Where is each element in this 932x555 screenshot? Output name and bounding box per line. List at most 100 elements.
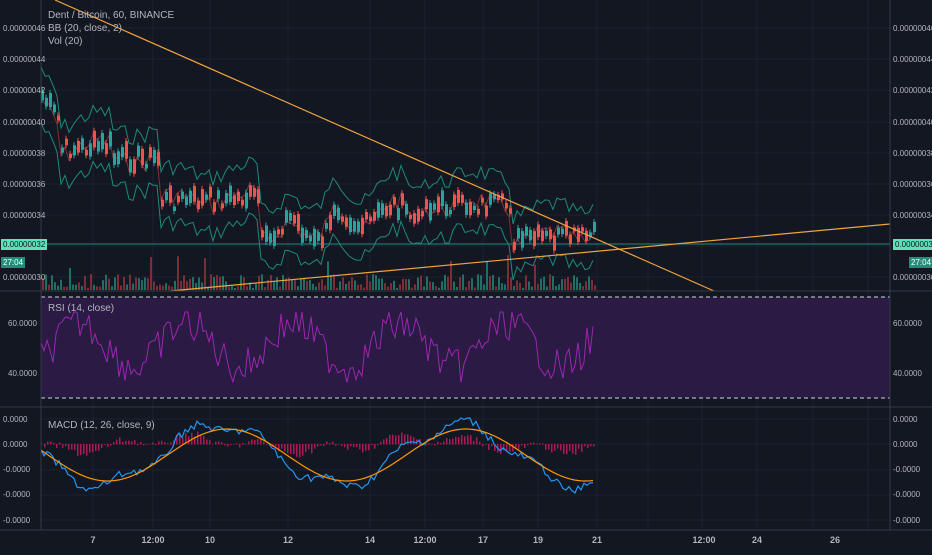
time-tick: 12 bbox=[283, 535, 293, 545]
macd-hist-bar bbox=[485, 444, 487, 445]
volume-bar bbox=[441, 281, 443, 290]
macd-hist-bar bbox=[377, 444, 379, 446]
candle-body bbox=[105, 143, 108, 155]
macd-hist-bar bbox=[233, 444, 235, 445]
bb-basis bbox=[40, 94, 594, 253]
bb-legend[interactable]: BB (20, close, 2) bbox=[48, 23, 122, 34]
macd-hist-bar bbox=[356, 444, 358, 448]
price-tick-left: 0.00000034 bbox=[3, 211, 46, 220]
rsi-zone bbox=[41, 296, 890, 399]
candle-body bbox=[377, 202, 380, 218]
volume-bar bbox=[573, 275, 575, 290]
candle-body bbox=[477, 208, 480, 215]
macd-hist-bar bbox=[401, 432, 403, 445]
volume-bar bbox=[402, 278, 404, 290]
volume-bar bbox=[210, 274, 212, 290]
macd-hist-bar bbox=[59, 442, 61, 445]
candle-body bbox=[117, 151, 120, 165]
candle-body bbox=[569, 234, 572, 245]
volume-bar bbox=[462, 274, 464, 290]
candle-body bbox=[129, 159, 132, 173]
time-tick: 10 bbox=[205, 535, 215, 545]
macd-hist-bar bbox=[143, 444, 145, 446]
volume-bar bbox=[468, 280, 470, 290]
candle-body bbox=[97, 141, 100, 152]
macd-hist-bar bbox=[329, 442, 331, 445]
macd-hist-bar bbox=[104, 444, 106, 445]
candle-body bbox=[589, 232, 592, 237]
volume-bar bbox=[375, 275, 377, 290]
macd-hist-bar bbox=[344, 444, 346, 448]
macd-legend[interactable]: MACD (12, 26, close, 9) bbox=[48, 419, 155, 432]
vol-legend[interactable]: Vol (20) bbox=[48, 36, 83, 47]
price-tick-left: 0.00000046 bbox=[3, 24, 46, 33]
volume-bar bbox=[381, 278, 383, 290]
macd-hist-bar bbox=[281, 444, 283, 449]
macd-hist-bar bbox=[335, 444, 337, 446]
macd-hist-bar bbox=[524, 444, 526, 448]
macd-hist-bar bbox=[254, 439, 256, 445]
macd-hist-bar bbox=[521, 444, 523, 446]
macd-hist-bar bbox=[374, 444, 376, 449]
candle-body bbox=[277, 229, 280, 235]
macd-hist-bar bbox=[518, 444, 520, 450]
macd-hist-bar bbox=[326, 441, 328, 445]
macd-hist-bar bbox=[575, 444, 577, 455]
candle-body bbox=[537, 224, 540, 238]
macd-tick-left: -0.0000 bbox=[3, 465, 31, 474]
macd-hist-bar bbox=[203, 435, 205, 445]
candle-body bbox=[405, 203, 408, 215]
candle-body bbox=[485, 205, 488, 217]
candle-body bbox=[421, 211, 424, 217]
volume-bar bbox=[264, 287, 266, 290]
macd-hist-bar bbox=[245, 444, 247, 445]
main-legend: Dent / Bitcoin, 60, BINANCE BB (20, clos… bbox=[48, 9, 174, 48]
macd-hist-bar bbox=[317, 444, 319, 447]
candle-body bbox=[565, 220, 568, 236]
candle-body bbox=[265, 225, 268, 242]
volume-bar bbox=[60, 279, 62, 290]
macd-hist-bar bbox=[566, 444, 568, 455]
volume-bar bbox=[216, 275, 218, 290]
macd-hist-bar bbox=[410, 435, 412, 445]
symbol-title[interactable]: Dent / Bitcoin, 60, BINANCE bbox=[48, 10, 175, 21]
candle-body bbox=[149, 147, 152, 158]
volume-bar bbox=[324, 285, 326, 290]
macd-hist-bar bbox=[491, 444, 493, 447]
candles bbox=[41, 86, 596, 254]
candle-body bbox=[49, 93, 52, 108]
candle-body bbox=[517, 228, 520, 239]
macd-hist-bar bbox=[530, 442, 532, 445]
bollinger-bands bbox=[40, 66, 594, 281]
volume-bar bbox=[372, 274, 374, 290]
candle-body bbox=[273, 230, 276, 246]
macd-hist-bar bbox=[428, 442, 430, 445]
candle-body bbox=[445, 204, 448, 217]
candle-body bbox=[109, 131, 112, 147]
time-tick: 24 bbox=[752, 535, 762, 545]
macd-hist-bar bbox=[467, 435, 469, 445]
macd-tick-right: -0.0000 bbox=[893, 516, 921, 525]
volume-bar bbox=[117, 274, 119, 290]
candle-body bbox=[425, 199, 428, 210]
candle-body bbox=[241, 199, 244, 206]
volume-bar bbox=[78, 282, 80, 290]
macd-hist-bar bbox=[560, 444, 562, 451]
rsi-legend[interactable]: RSI (14, close) bbox=[48, 302, 114, 315]
volume-bar bbox=[555, 285, 557, 290]
volume-bar bbox=[480, 275, 482, 290]
macd-hist-bar bbox=[182, 437, 184, 445]
macd-hist-bar bbox=[446, 438, 448, 445]
volume-bar bbox=[42, 278, 44, 290]
rsi-series bbox=[40, 311, 594, 384]
macd-hist-bar bbox=[458, 437, 460, 445]
volume-bar bbox=[342, 277, 344, 290]
macd-hist-bar bbox=[215, 441, 217, 445]
volume-bar bbox=[351, 277, 353, 290]
volume-bar bbox=[156, 285, 158, 290]
volume-bar bbox=[519, 282, 521, 290]
candle-body bbox=[321, 236, 324, 249]
candle-body bbox=[57, 115, 60, 121]
